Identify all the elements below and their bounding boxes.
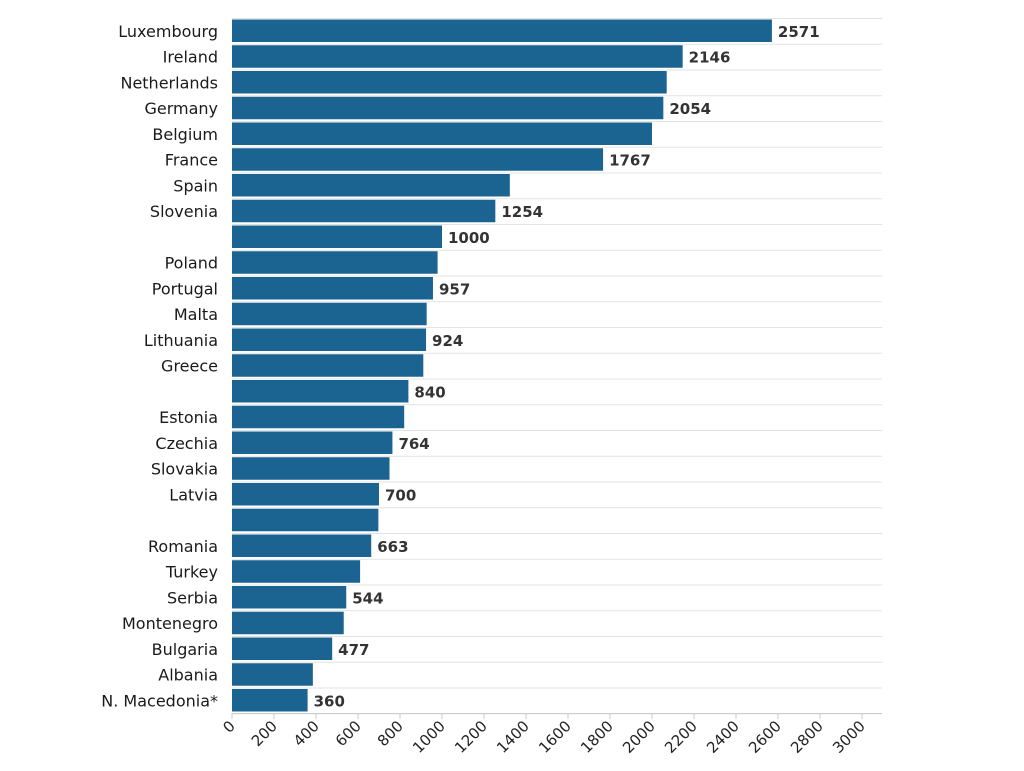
bar [232, 431, 393, 454]
category-label: Slovakia [151, 460, 218, 479]
x-axis: 0 200 400 600 800 1000 1200 1400 1600 1800 2000 220… [219, 713, 882, 757]
bar [232, 663, 313, 686]
value-label: 840 [414, 383, 445, 401]
value-label: 1767 [609, 152, 651, 170]
bar [232, 689, 308, 712]
category-label: Germany [144, 99, 218, 118]
bar [232, 122, 652, 145]
bar [232, 174, 510, 197]
category-label: Netherlands [120, 73, 218, 92]
category-label: Latvia [169, 485, 218, 504]
category-label: France [165, 151, 218, 170]
value-label: 764 [398, 435, 429, 453]
x-tick-label: 0 [219, 717, 238, 736]
category-label: N. Macedonia* [101, 691, 218, 710]
bars [232, 19, 772, 712]
bar [232, 277, 433, 300]
x-tick-label: 1800 [577, 717, 617, 757]
bar [232, 251, 438, 274]
x-tick-label: 200 [248, 717, 281, 750]
x-tick-label: 2600 [745, 717, 785, 757]
value-labels: 2571 2146 2054 1767 1254 1000 957 924 840 764 700 6… [314, 23, 820, 711]
value-label: 2146 [689, 49, 731, 67]
category-label: Malta [174, 305, 218, 324]
category-label: Czechia [155, 434, 218, 453]
bar [232, 560, 361, 583]
bar [232, 534, 372, 557]
x-tick-label: 1600 [535, 717, 575, 757]
bar [232, 354, 424, 377]
bar [232, 45, 683, 68]
category-label: Luxembourg [118, 22, 218, 41]
bar [232, 96, 664, 120]
category-label: Lithuania [144, 331, 218, 350]
value-label: 477 [338, 641, 369, 659]
x-tick-label: 600 [332, 717, 365, 750]
bar [232, 457, 390, 480]
value-label: 2571 [778, 23, 820, 41]
x-tick-label: 2400 [703, 717, 743, 757]
bar [232, 586, 347, 609]
category-label: Estonia [159, 408, 218, 427]
category-label: Turkey [165, 563, 218, 582]
category-label: Poland [165, 254, 218, 273]
value-label: 1000 [448, 229, 490, 247]
x-tick-label: 1400 [493, 717, 533, 757]
value-label: 957 [439, 280, 470, 298]
category-label: Spain [173, 176, 218, 195]
bar [232, 380, 409, 403]
bar [232, 508, 379, 532]
value-label: 2054 [669, 100, 711, 118]
category-label: Albania [158, 666, 218, 685]
bar [232, 225, 442, 248]
value-label: 663 [377, 538, 408, 556]
bar [232, 199, 496, 223]
bar [232, 19, 772, 42]
category-label: Bulgaria [152, 640, 218, 659]
x-tick-label: 1200 [451, 717, 491, 757]
bar [232, 483, 379, 506]
grid-lines [232, 18, 882, 715]
bar [232, 71, 667, 94]
x-tick-label: 2200 [661, 717, 701, 757]
category-label: Serbia [167, 588, 218, 607]
value-label: 924 [432, 332, 463, 350]
bar [232, 405, 405, 429]
category-label: Greece [161, 357, 218, 376]
bar [232, 148, 604, 171]
x-tick-label: 3000 [829, 717, 869, 757]
x-tick-label: 1000 [409, 717, 449, 757]
bar [232, 611, 344, 635]
category-label: Portugal [152, 279, 218, 298]
category-label: Romania [148, 537, 218, 556]
bar [232, 328, 427, 351]
bar [232, 302, 427, 326]
category-label: Ireland [163, 48, 218, 67]
value-label: 700 [385, 486, 416, 504]
category-label: Montenegro [122, 614, 218, 633]
x-tick-label: 800 [374, 717, 407, 750]
value-label: 1254 [501, 203, 543, 221]
category-labels: Luxembourg Ireland Netherlands Germany Belgi… [101, 22, 218, 711]
bar [232, 637, 333, 660]
category-label: Belgium [152, 125, 218, 144]
category-label: Slovenia [150, 202, 218, 221]
x-tick-label: 2000 [619, 717, 659, 757]
x-tick-label: 400 [290, 717, 323, 750]
value-label: 360 [314, 692, 345, 710]
x-tick-label: 2800 [787, 717, 827, 757]
value-label: 544 [352, 589, 383, 607]
